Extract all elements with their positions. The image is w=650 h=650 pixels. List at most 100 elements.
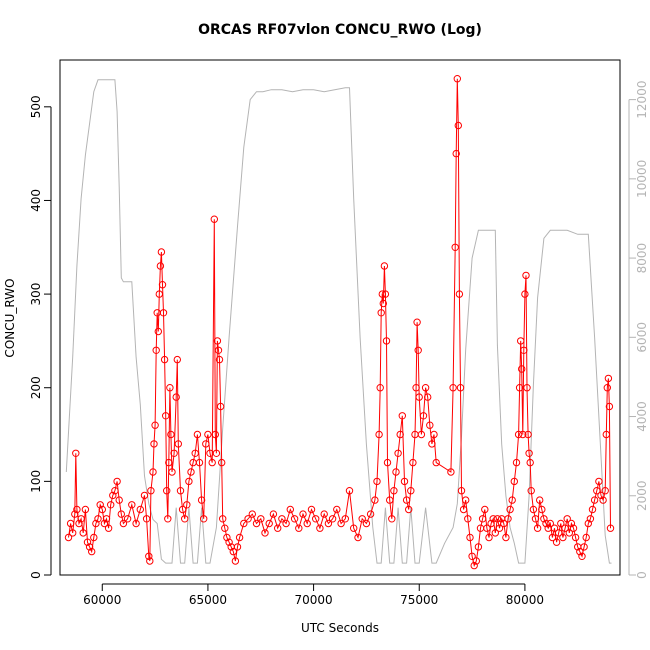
x-tick-label: 70000 [294,593,332,607]
data-point [567,519,576,528]
data-point [396,430,404,439]
data-point [160,355,169,364]
data-point [588,505,597,514]
x-tick-label: 65000 [189,593,227,607]
data-point [328,515,337,523]
data-point [483,524,491,532]
data-point [282,519,290,528]
data-point [107,501,115,509]
x-axis-label: UTC Seconds [301,621,379,635]
data-point [312,515,320,523]
data-point [449,384,457,392]
x-tick-label: 75000 [400,593,438,607]
data-point [459,505,468,514]
y2-tick-label: 10000 [635,160,649,198]
data-point [454,121,462,130]
y-tick-label: 200 [29,376,43,399]
data-point [506,505,514,514]
data-point [500,519,508,528]
data-point [170,449,178,457]
data-point [147,487,155,495]
data-point [164,515,172,523]
data-point [132,519,140,528]
data-point [66,519,75,528]
data-point [248,510,257,518]
data-point [518,365,526,373]
data-point [235,533,244,542]
data-point [522,271,530,280]
data-point [85,543,94,551]
data-point [216,402,225,411]
data-point [519,430,527,439]
data-point [181,515,189,523]
data-point [376,384,384,392]
data-point [457,487,466,495]
data-point [72,449,80,457]
data-point [345,487,354,495]
data-point [383,458,392,467]
data-point [512,458,521,467]
data-point [183,501,191,509]
data-point [601,487,609,495]
data-point [378,290,386,298]
data-point [593,487,601,495]
data-point [414,346,422,354]
data-point [584,519,592,528]
data-point [466,533,474,542]
data-point [491,529,499,537]
data-point [73,505,81,514]
data-point [409,458,417,467]
data-point [286,505,294,514]
data-point [145,552,153,560]
data-point [474,543,483,551]
data-point [117,510,126,518]
data-point [214,346,223,354]
data-point [502,533,510,542]
data-point [151,421,159,429]
data-point [204,430,212,439]
data-point [550,524,559,532]
y-tick-label: 400 [29,189,43,212]
data-point [415,393,423,401]
data-point [233,543,242,551]
data-point [174,440,183,448]
data-point [451,243,459,252]
data-point [257,515,265,523]
data-point [173,355,182,364]
data-point [524,430,532,439]
data-point [421,384,430,392]
data-point [603,384,611,392]
data-point [447,468,455,476]
y2-tick-label: 6000 [635,322,649,353]
data-point [269,510,278,518]
x-tick-label: 80000 [506,593,544,607]
data-point [299,510,307,518]
data-point [168,468,176,476]
data-point [333,505,341,514]
data-point [337,519,345,528]
data-point [390,487,398,495]
data-point [152,346,160,354]
data-point [563,515,571,523]
data-point [193,430,202,439]
data-point [542,519,550,528]
y2-tick-label: 8000 [635,243,649,274]
data-point [481,505,489,514]
data-point [265,519,273,528]
data-point [428,440,436,448]
data-point [157,248,166,256]
data-point [453,75,461,83]
data-point [166,384,174,392]
data-point [307,505,316,514]
data-point [470,561,478,570]
data-point [155,290,164,298]
data-point [218,458,226,467]
data-point [487,519,495,528]
data-point [100,519,109,528]
data-point [115,496,123,504]
data-point [320,510,328,518]
data-point [240,519,248,528]
data-point [136,505,145,514]
data-point [413,318,421,326]
